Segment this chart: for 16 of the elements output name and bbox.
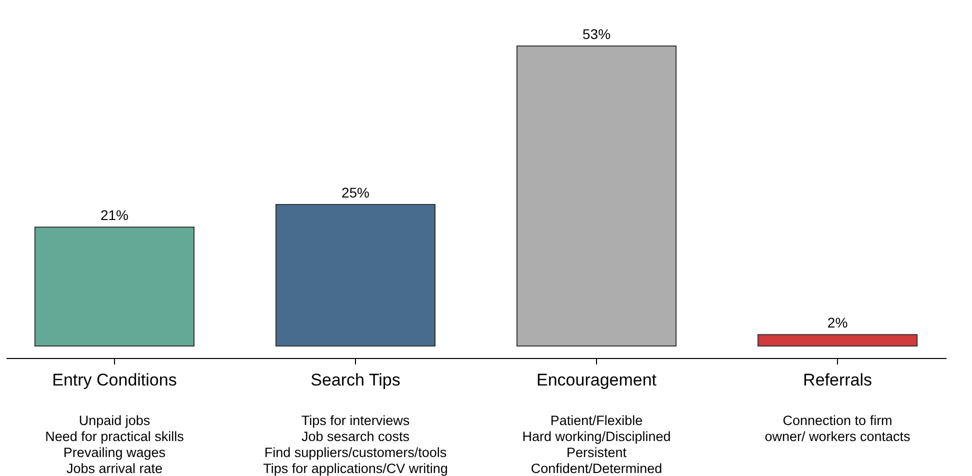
bar [275, 204, 436, 346]
bar [758, 334, 918, 346]
x-tick-label: Search Tips [310, 370, 400, 390]
text: Connection to firm owner/ workers contacts [764, 413, 911, 444]
data-label: 2% [827, 314, 848, 331]
data-label: 53% [582, 26, 611, 42]
text: Tips for interviews Job sesarch costs Find suppliers/customers/tools Tips for applications/CV writing [263, 413, 448, 476]
bar [516, 46, 677, 346]
text: Unpaid jobs Need for practical skills Prevailing wages Jobs arrival rate [45, 413, 184, 476]
x-tick-label: Encouragement [536, 370, 657, 390]
text: Patient/Flexible Hard working/Disciplined Persistent Confident/Determined [522, 413, 671, 476]
data-label: 25% [341, 184, 370, 200]
x-tick-label: Referrals [803, 370, 872, 390]
bar [34, 226, 194, 346]
x-tick-label: Entry Conditions [52, 370, 177, 390]
data-label: 21% [100, 207, 128, 224]
